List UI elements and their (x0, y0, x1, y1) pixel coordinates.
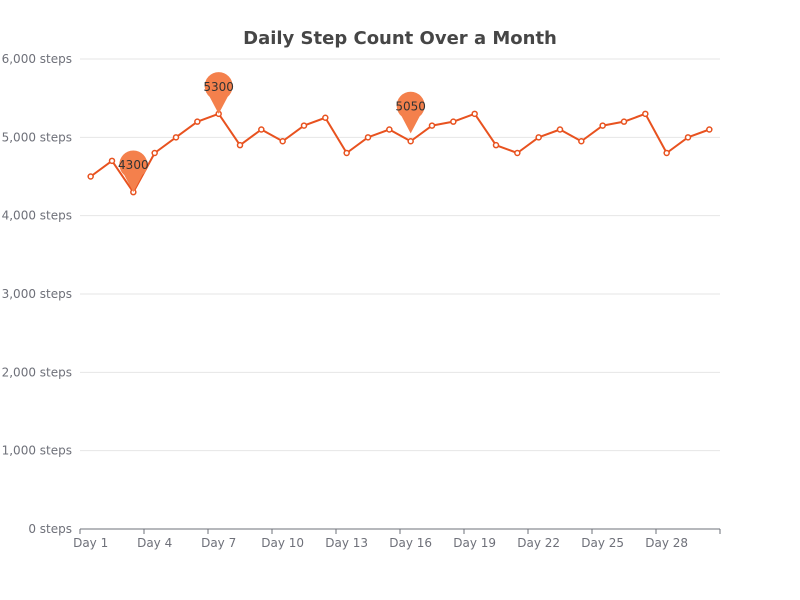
series-line-layer (90, 112, 710, 194)
data-point (300, 122, 308, 129)
data-point (599, 122, 606, 129)
data-point (108, 157, 116, 165)
pin-marker-label: 4300 (118, 158, 149, 172)
data-point (236, 141, 244, 149)
data-points (87, 110, 713, 196)
data-point (407, 138, 414, 145)
data-point (343, 149, 350, 157)
data-point (279, 138, 286, 145)
data-point (684, 134, 692, 141)
data-point (514, 149, 521, 157)
data-point (642, 110, 649, 118)
pin-markers: 4300 5300 5050 (118, 72, 426, 193)
x-tick-label: Day 19 (453, 536, 496, 550)
pin-marker-label: 5050 (395, 99, 426, 113)
data-point (556, 126, 564, 133)
x-tick-label: Day 25 (581, 536, 624, 550)
x-tick-label: Day 4 (137, 536, 172, 550)
data-point (450, 118, 457, 125)
y-tick-label: 2,000 steps (2, 365, 72, 379)
x-tick-label: Day 28 (645, 536, 688, 550)
data-point (258, 126, 265, 133)
data-point (706, 126, 713, 133)
axes: 0 steps 1,000 steps 2,000 steps 3,000 steps… (2, 52, 721, 550)
x-tick-label: Day 13 (325, 536, 368, 550)
x-tick-label: Day 10 (261, 536, 304, 550)
x-tick-label: Day 1 (73, 536, 108, 550)
data-point (172, 134, 180, 141)
y-tick-label: 1,000 steps (2, 444, 72, 458)
data-point (535, 134, 542, 141)
pin-marker (119, 150, 148, 193)
y-tick-label: 5,000 steps (2, 130, 72, 144)
data-point (322, 114, 329, 121)
data-point (194, 118, 201, 125)
x-tick-label: Day 16 (389, 536, 432, 550)
data-point (428, 122, 436, 129)
data-point (471, 110, 478, 118)
y-tick-label: 6,000 steps (2, 52, 72, 66)
pin-marker-label: 5300 (203, 80, 234, 94)
y-tick-label: 0 steps (28, 522, 72, 536)
y-tick-label: 3,000 steps (2, 287, 72, 301)
data-point (578, 138, 585, 145)
data-point (386, 126, 393, 133)
data-point (151, 149, 158, 157)
y-tick-label: 4,000 steps (2, 209, 72, 223)
data-point (87, 173, 94, 180)
pin-marker (204, 72, 233, 114)
x-tick-label: Day 22 (517, 536, 560, 550)
x-tick-label: Day 7 (201, 536, 236, 550)
data-point (663, 149, 670, 157)
pin-marker (396, 91, 425, 134)
grid-lines (80, 58, 720, 452)
series-line (90, 112, 710, 194)
data-point (364, 134, 372, 141)
data-point (492, 141, 500, 149)
chart-title: Daily Step Count Over a Month (243, 28, 557, 49)
data-point (620, 118, 628, 125)
